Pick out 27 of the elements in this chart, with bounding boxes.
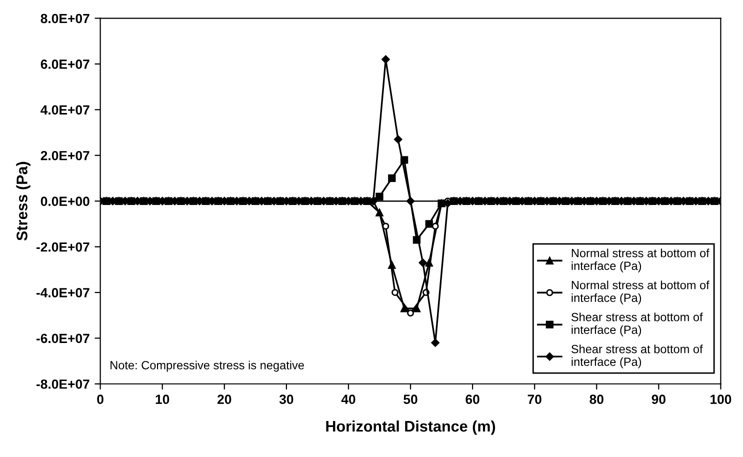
x-tick-label: 60 — [466, 394, 480, 404]
x-tick-label: 10 — [156, 394, 170, 404]
y-tick-label: 0.0E+00 — [40, 196, 90, 206]
x-tick-label: 30 — [279, 394, 294, 404]
x-tick-label: 100 — [710, 394, 732, 404]
legend-label: Shear stress at bottom of interface (Pa) — [571, 344, 703, 368]
x-tick-label: 80 — [590, 394, 604, 404]
legend-label: Normal stress at bottom of interface (Pa) — [572, 248, 710, 272]
y-axis-title: Stress (Pa) — [16, 162, 30, 241]
y-tick-label: 8.0E+07 — [40, 14, 90, 24]
y-tick-label: 2.0E+07 — [40, 150, 90, 160]
y-tick-label: 6.0E+07 — [40, 60, 90, 69]
y-tick-label: -2.0E+07 — [36, 242, 90, 252]
x-tick-label: 20 — [218, 394, 232, 404]
y-tick-label: -8.0E+07 — [36, 379, 90, 389]
x-tick-label: 40 — [341, 394, 356, 404]
x-axis-title: Horizontal Distance (m) — [326, 420, 496, 435]
x-tick-label: 90 — [652, 394, 666, 404]
y-tick-label: 4.0E+07 — [40, 105, 90, 115]
legend-label: Shear stress at bottom of interface (Pa) — [571, 312, 703, 336]
x-tick-label: 50 — [404, 394, 418, 404]
legend-label: Normal stress at bottom of interface (Pa) — [572, 280, 710, 304]
x-tick-label: 0 — [97, 394, 104, 404]
y-tick-label: -4.0E+07 — [36, 288, 90, 298]
annotation: Note: Compressive stress is negative — [110, 360, 304, 372]
y-tick-label: -6.0E+07 — [36, 334, 90, 344]
x-tick-label: 70 — [528, 394, 542, 404]
